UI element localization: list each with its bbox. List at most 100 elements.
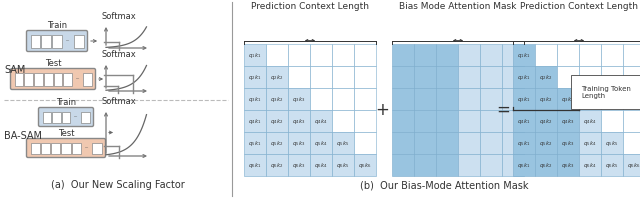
Text: =: = [496,101,510,119]
Bar [579,66,601,88]
Bar [288,66,310,88]
Text: Bias Mode Attention Mask: Bias Mode Attention Mask [399,2,516,11]
Bar [502,110,524,132]
Bar [266,44,288,66]
Text: $q_6k_2$: $q_6k_2$ [270,161,284,169]
Bar [392,66,414,88]
Text: $q_4k_1$: $q_4k_1$ [517,116,531,126]
Bar [557,132,579,154]
Bar [54,72,62,86]
Bar [310,66,332,88]
Bar [502,66,524,88]
Bar [623,132,640,154]
Text: (b)  Our Bias-Mode Attention Mask: (b) Our Bias-Mode Attention Mask [360,181,529,191]
Bar [458,110,480,132]
FancyBboxPatch shape [10,69,95,89]
Bar [535,44,557,66]
Bar [513,132,535,154]
Text: $q_3k_3$: $q_3k_3$ [292,94,306,104]
Text: $q_6k_1$: $q_6k_1$ [517,161,531,169]
Bar [310,88,332,110]
Bar [623,154,640,176]
Bar [244,44,266,66]
Bar [31,143,40,153]
Bar [502,44,524,66]
Text: $q_6k_4$: $q_6k_4$ [583,161,596,169]
Bar [332,132,354,154]
Text: $q_6k_5$: $q_6k_5$ [337,161,349,169]
Bar [332,44,354,66]
Bar [623,110,640,132]
Text: +: + [375,101,389,119]
Bar [579,88,601,110]
Bar [266,66,288,88]
Bar [535,132,557,154]
Text: Training Token
Length: Training Token Length [581,86,631,99]
Bar [74,34,83,48]
Text: Prediction Context Length: Prediction Context Length [520,2,638,11]
Bar [601,88,623,110]
Bar [601,110,623,132]
Bar [244,110,266,132]
Bar [513,110,535,132]
Text: ···: ··· [75,76,79,82]
Bar [513,44,535,66]
Bar [310,44,332,66]
Bar [458,132,480,154]
Text: $q_4k_4$: $q_4k_4$ [314,116,328,126]
Bar [288,132,310,154]
Bar [52,34,62,48]
Bar [92,143,102,153]
Bar [436,132,458,154]
Bar [414,88,436,110]
Bar [623,88,640,110]
Text: $q_4k_2$: $q_4k_2$ [270,116,284,126]
Bar [579,154,601,176]
Bar [535,66,557,88]
Text: Test: Test [58,129,74,138]
Bar [601,66,623,88]
Bar [288,88,310,110]
Bar [44,72,52,86]
Text: $q_1k_1$: $q_1k_1$ [517,50,531,60]
Text: Train: Train [56,98,76,107]
Bar [458,66,480,88]
Bar [354,66,376,88]
Text: $q_3k_1$: $q_3k_1$ [248,94,262,104]
Bar [414,132,436,154]
Bar [535,154,557,176]
Bar [623,66,640,88]
Text: $q_6k_6$: $q_6k_6$ [627,161,640,169]
Bar [557,66,579,88]
Text: $q_3k_3$: $q_3k_3$ [561,94,575,104]
Bar [288,44,310,66]
Bar [244,66,266,88]
Bar [354,110,376,132]
Bar [332,88,354,110]
Bar [557,154,579,176]
Text: $q_4k_1$: $q_4k_1$ [248,116,262,126]
Bar [34,72,43,86]
Text: Test: Test [45,59,61,68]
Bar [392,88,414,110]
Text: ···: ··· [65,38,70,44]
Text: $q_5k_3$: $q_5k_3$ [561,138,575,148]
Bar [266,132,288,154]
Bar [266,154,288,176]
Bar [31,34,40,48]
Bar [414,66,436,88]
Text: $q_3k_2$: $q_3k_2$ [540,94,553,104]
Bar [332,110,354,132]
Bar [480,44,502,66]
Text: $q_4k_4$: $q_4k_4$ [583,116,596,126]
Text: $q_3k_1$: $q_3k_1$ [517,94,531,104]
Bar [557,110,579,132]
Bar [15,72,23,86]
Bar [52,111,61,123]
Bar [480,66,502,88]
Bar [436,66,458,88]
Text: $q_6k_5$: $q_6k_5$ [605,161,619,169]
Bar [502,154,524,176]
Bar [436,44,458,66]
Text: $q_6k_3$: $q_6k_3$ [561,161,575,169]
